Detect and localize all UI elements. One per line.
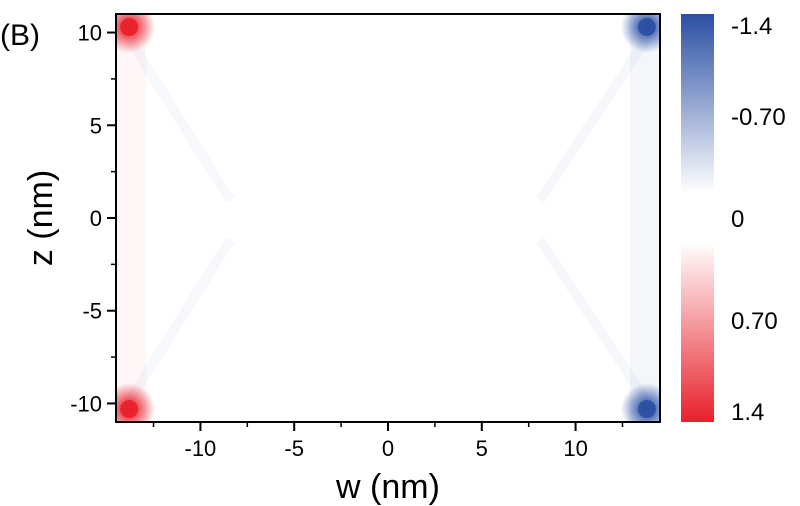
x-axis-title: w (nm) xyxy=(335,468,440,506)
panel-label: (B) xyxy=(0,19,40,52)
x-tick-label: -5 xyxy=(284,436,304,461)
colorbar-tick-label: -0.70 xyxy=(731,104,786,131)
y-tick-label: -10 xyxy=(70,391,102,416)
plot-area xyxy=(115,13,661,423)
hotspot-core-0 xyxy=(120,17,139,36)
x-tick-label: -10 xyxy=(185,436,217,461)
colorbar-gradient xyxy=(681,14,714,422)
colorbar-tick-label: 0 xyxy=(731,206,744,233)
y-axis-title: z (nm) xyxy=(22,170,60,266)
x-tick-label: 5 xyxy=(476,436,488,461)
y-axis: -10 -5 0 5 10 xyxy=(70,21,116,416)
y-tick-label: 5 xyxy=(90,113,102,138)
colorbar-tick-label: 0.70 xyxy=(731,308,778,335)
faint-texture xyxy=(116,14,660,422)
colorbar: -1.4 -0.70 0 0.70 1.4 xyxy=(681,13,786,426)
y-tick-label: -5 xyxy=(82,299,102,324)
colorbar-tick-label: 1.4 xyxy=(731,399,764,426)
x-tick-label: 10 xyxy=(563,436,587,461)
y-tick-label: 0 xyxy=(90,206,102,231)
y-tick-label: 10 xyxy=(78,21,102,46)
hotspot-core-1 xyxy=(120,400,139,419)
hotspot-core-3 xyxy=(637,400,656,419)
x-tick-label: 0 xyxy=(382,436,394,461)
hotspot-core-2 xyxy=(637,17,656,36)
plot-background xyxy=(116,14,660,422)
x-axis: -10 -5 0 5 10 xyxy=(152,422,624,461)
colorbar-tick-label: -1.4 xyxy=(731,13,772,40)
